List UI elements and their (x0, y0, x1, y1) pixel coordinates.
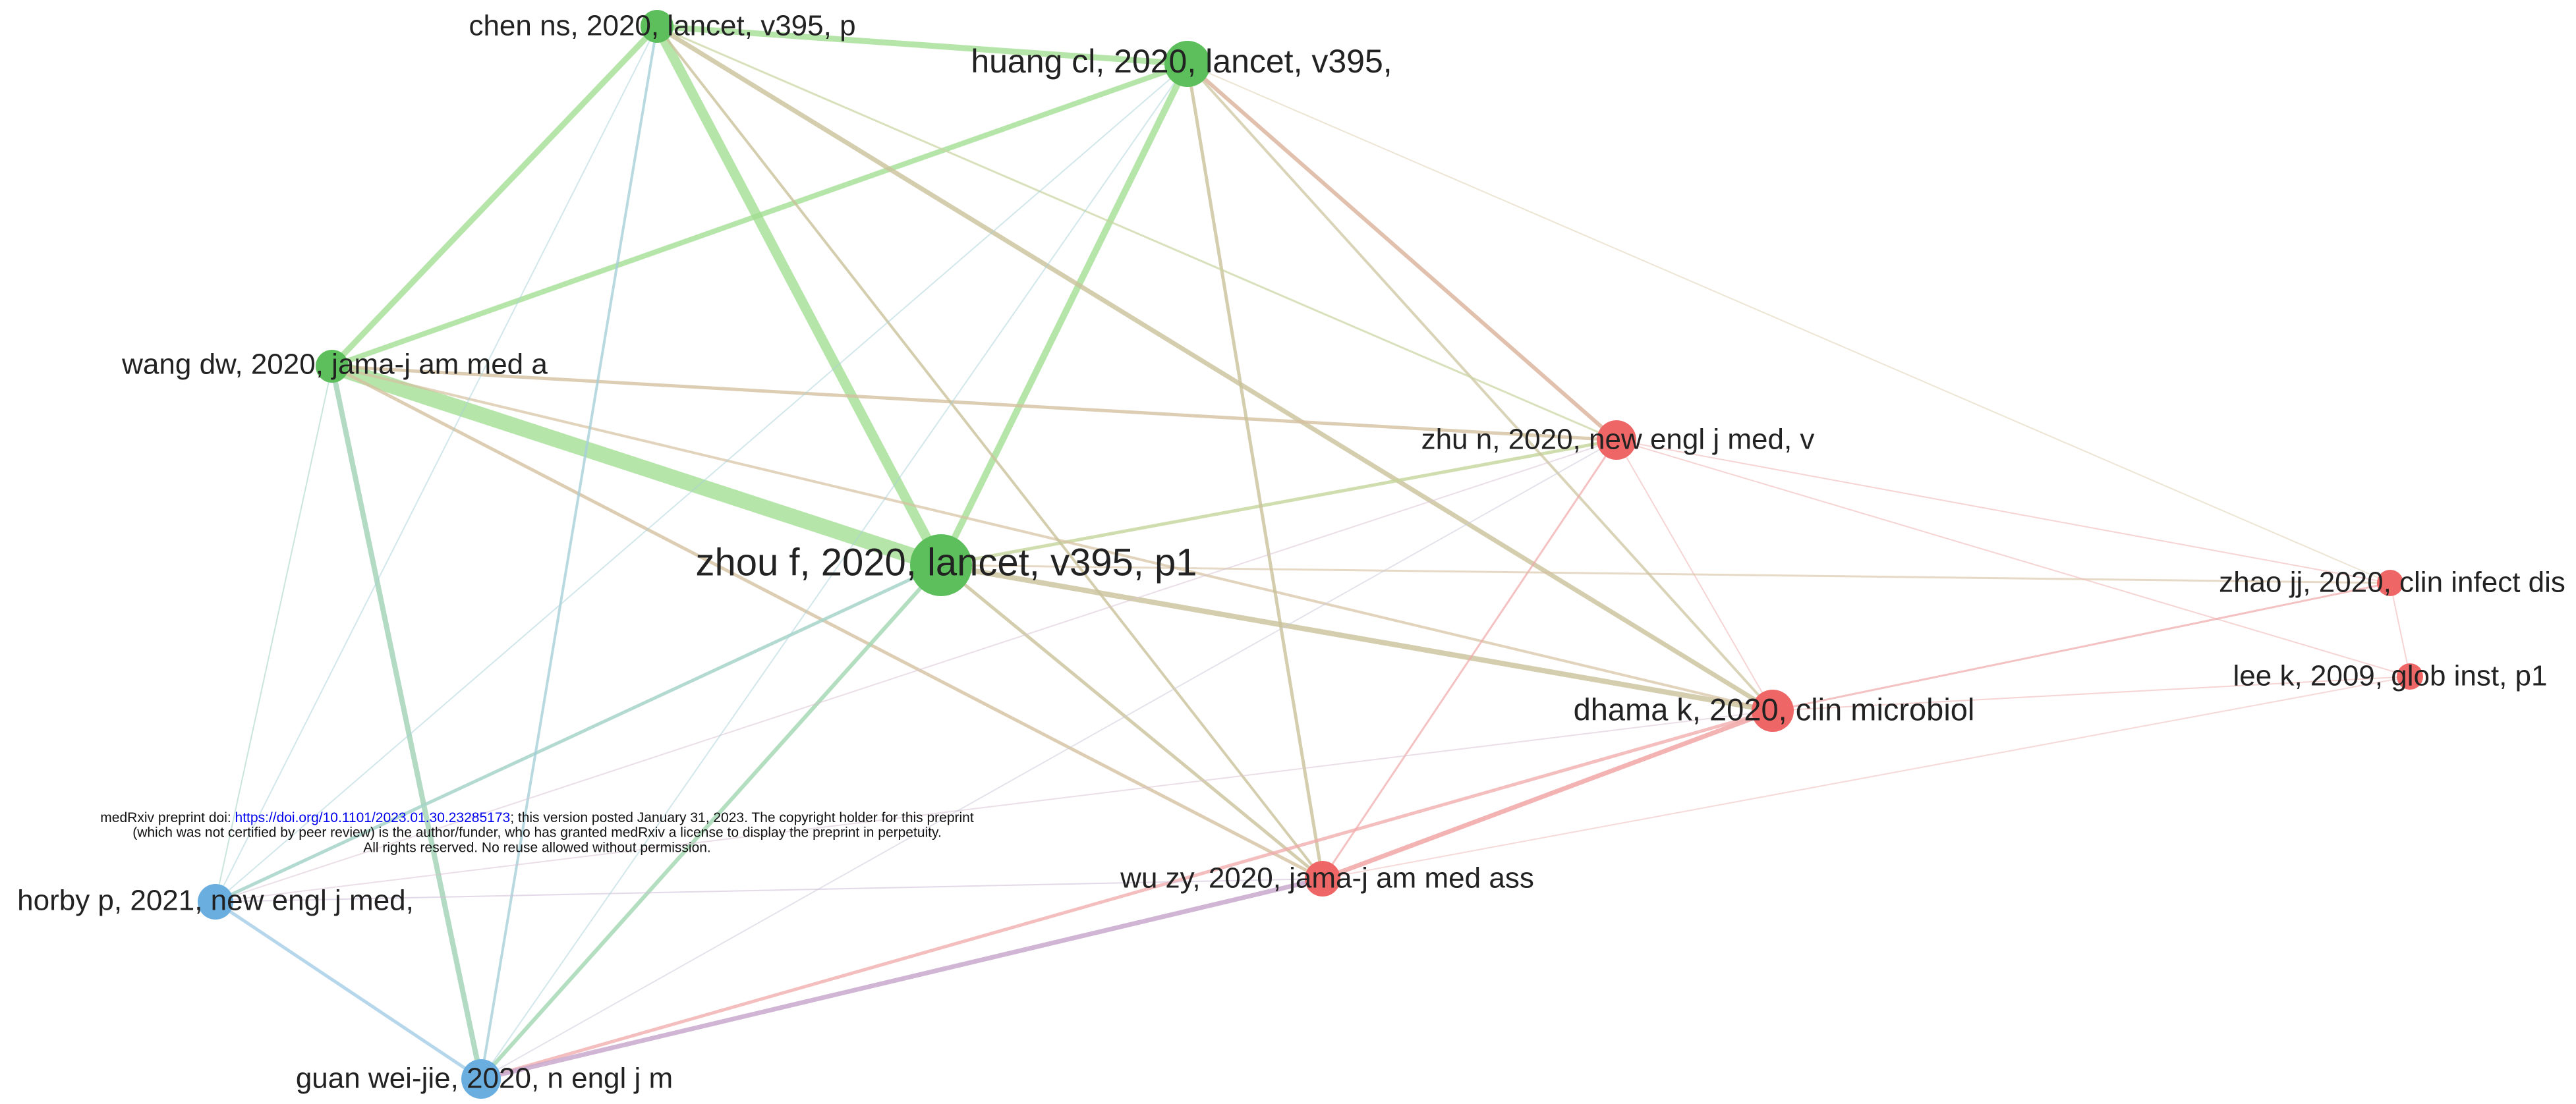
edge (2390, 582, 2411, 677)
node-label: guan wei-jie, 2020, n engl j m (296, 1063, 673, 1095)
node (910, 534, 972, 596)
node-label: dhama k, 2020, clin microbiol (1574, 692, 1975, 727)
labels: chen ns, 2020, lancet, v395, p huang cl,… (17, 10, 2565, 1095)
node-label: wang dw, 2020, jama-j am med a (121, 348, 548, 381)
node (1305, 861, 1340, 897)
node-label: zhou f, 2020, lancet, v395, p1 (696, 541, 1197, 584)
edge (939, 438, 1618, 567)
node-label: zhu n, 2020, new engl j med, v (1421, 424, 1815, 456)
edge (939, 563, 1325, 881)
node-label: horby p, 2021, new engl j med, (17, 885, 414, 917)
edge (1322, 676, 2411, 879)
edge (215, 878, 1323, 902)
edge (478, 876, 1325, 1082)
edge (215, 63, 1188, 902)
node (316, 350, 349, 383)
node (1752, 690, 1794, 732)
edge (331, 365, 1774, 712)
edge (654, 23, 1191, 67)
edge (215, 26, 658, 902)
edge (654, 24, 1775, 713)
node (1164, 41, 1211, 87)
edge (940, 564, 2391, 584)
notice-line: medRxiv preprint doi: https://doi.org/10… (100, 810, 974, 825)
notice-text: medRxiv preprint doi: (100, 810, 235, 825)
edge (215, 710, 1773, 902)
node-label: zhao jj, 2020, clin infect dis (2219, 566, 2565, 599)
edge (1186, 62, 1325, 881)
node (461, 1059, 501, 1099)
nodes (198, 10, 2423, 1099)
edge (330, 364, 1618, 442)
edge (938, 61, 1191, 568)
edge (1187, 63, 2391, 584)
edge (214, 900, 483, 1081)
edge (479, 709, 1775, 1081)
node-label: lee k, 2009, glob inst, p1 (2233, 660, 2548, 692)
edge (324, 358, 949, 573)
edge (329, 364, 484, 1082)
edge (479, 563, 943, 1081)
edge (1772, 676, 2411, 711)
edge (215, 439, 1617, 902)
doi-link[interactable]: https://doi.org/10.1101/2023.01.30.23285… (235, 810, 511, 825)
edge (329, 23, 660, 370)
edge (656, 25, 1618, 441)
edge (1321, 439, 1618, 880)
node (2377, 570, 2403, 596)
edge (938, 563, 1775, 713)
edge (656, 25, 1324, 880)
edge (214, 563, 943, 904)
preprint-notice: medRxiv preprint doi: https://doi.org/10… (100, 810, 974, 856)
edge (652, 21, 946, 570)
edge (1186, 62, 1618, 442)
node (198, 884, 233, 920)
node (2397, 663, 2423, 690)
notice-text: ; this version posted January 31, 2023. … (510, 810, 974, 825)
edge (1616, 439, 2411, 677)
notice-line: (which was not certified by peer review)… (132, 825, 942, 841)
edge (1616, 439, 2391, 584)
edge (215, 366, 333, 902)
node-label: huang cl, 2020, lancet, v395, (971, 43, 1392, 80)
node (1597, 420, 1636, 460)
edges (214, 21, 2411, 1082)
edge (330, 364, 1325, 881)
edge (329, 61, 1190, 369)
edge (1186, 63, 1774, 712)
notice-line: All rights reserved. No reuse allowed wi… (363, 841, 711, 856)
node (641, 10, 673, 43)
node-label: wu zy, 2020, jama-j am med ass (1120, 862, 1534, 895)
edge (480, 63, 1188, 1080)
edge (480, 25, 658, 1080)
edge (1320, 708, 1775, 881)
edge (480, 439, 1617, 1080)
edge (1771, 582, 2391, 712)
node-label: chen ns, 2020, lancet, v395, p (469, 10, 855, 42)
